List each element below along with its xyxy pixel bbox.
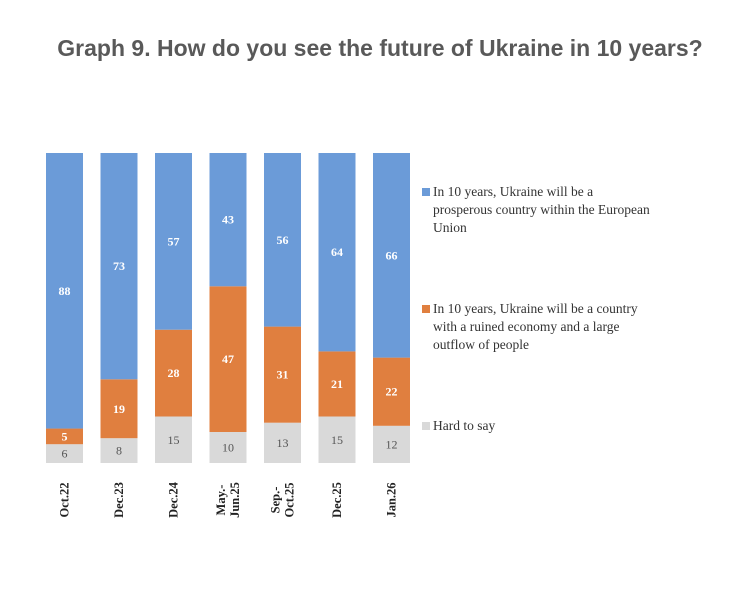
bar-segment — [318, 351, 356, 417]
data-label: 22 — [386, 385, 398, 399]
category-label: Jan.26 — [385, 482, 399, 517]
data-label: 21 — [331, 377, 343, 391]
bar-segment — [155, 153, 192, 330]
data-label: 15 — [168, 433, 180, 447]
category-label-line: Sep.- — [269, 487, 283, 514]
legend-label: In 10 years, Ukraine will be a — [433, 184, 593, 199]
data-label: 8 — [116, 444, 122, 458]
data-label: 31 — [277, 368, 289, 382]
data-label: 66 — [386, 248, 398, 262]
data-label: 12 — [386, 437, 398, 451]
data-label: 6 — [62, 447, 68, 461]
legend-swatch — [422, 305, 430, 313]
data-label: 88 — [59, 284, 71, 298]
legend-swatch — [422, 188, 430, 196]
legend-swatch — [422, 422, 430, 430]
bar-segment — [373, 425, 410, 463]
bar-segment — [209, 286, 247, 432]
legend-label: outflow of people — [433, 337, 529, 352]
category-label-line: Oct.22 — [58, 482, 72, 517]
category-label: Dec.23 — [112, 482, 126, 518]
category-label-line: May.- — [214, 485, 228, 516]
data-label: 28 — [168, 366, 180, 380]
data-label: 43 — [222, 213, 234, 227]
bar-segment — [209, 153, 247, 287]
bar-segment — [46, 428, 83, 445]
data-label: 47 — [222, 352, 234, 366]
data-label: 73 — [113, 259, 125, 273]
category-label-line: Oct.25 — [283, 482, 297, 517]
chart-title: Graph 9. How do you see the future of Uk… — [57, 35, 703, 61]
data-label: 5 — [62, 429, 68, 443]
data-label: 64 — [331, 245, 343, 259]
bar-segment — [318, 153, 356, 352]
category-label: Sep.-Oct.25 — [269, 482, 297, 517]
data-label: 57 — [168, 234, 180, 248]
data-label: 13 — [277, 436, 289, 450]
bar-segment — [264, 422, 301, 463]
bar-segment — [209, 432, 247, 463]
category-label: May.-Jun.25 — [214, 482, 242, 518]
category-label-line: Dec.23 — [112, 482, 126, 518]
data-label: 56 — [277, 233, 289, 247]
bar-segment — [318, 416, 356, 463]
category-label: Dec.25 — [330, 482, 344, 518]
bar-segment — [155, 416, 192, 463]
category-label-line: Dec.25 — [330, 482, 344, 518]
bar-segment — [46, 153, 83, 429]
legend-label: Union — [433, 220, 467, 235]
legend-label: with a ruined economy and a large — [433, 319, 619, 334]
legend-label: In 10 years, Ukraine will be a country — [433, 301, 638, 316]
bar-segment — [373, 153, 410, 358]
data-label: 10 — [222, 441, 234, 455]
bar-segment — [100, 438, 138, 463]
bar-segment — [46, 444, 83, 463]
category-label: Oct.22 — [58, 482, 72, 517]
category-label-line: Jan.26 — [385, 482, 399, 517]
category-label-line: Dec.24 — [167, 481, 181, 517]
bar-segment — [373, 357, 410, 426]
bar-segment — [100, 153, 138, 380]
data-label: 19 — [113, 402, 125, 416]
bar-segment — [264, 153, 301, 327]
category-label: Dec.24 — [167, 481, 181, 517]
legend-label: prosperous country within the European — [433, 202, 650, 217]
bar-segment — [264, 326, 301, 423]
category-label-line: Jun.25 — [228, 482, 242, 518]
bar-segment — [155, 329, 192, 417]
bar-segment — [100, 379, 138, 439]
legend-label: Hard to say — [433, 418, 495, 433]
data-label: 15 — [331, 433, 343, 447]
